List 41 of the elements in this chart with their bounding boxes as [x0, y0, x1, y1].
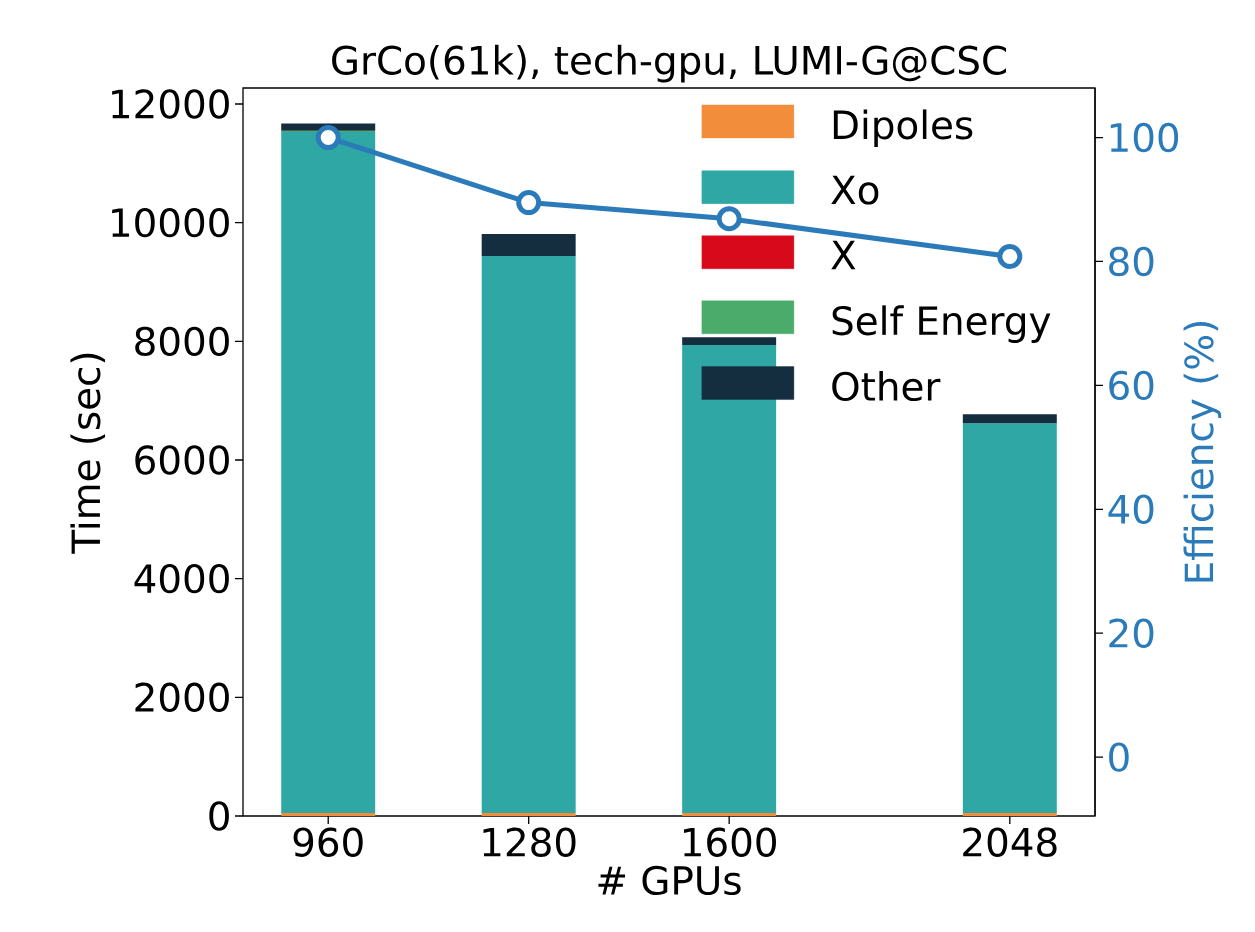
bar	[281, 131, 376, 814]
bar	[481, 255, 576, 814]
chart-title: GrCo(61k), tech-gpu, LUMI-G@CSC	[332, 44, 1007, 83]
legend-label: Dipoles	[833, 109, 973, 148]
y2-tick-label: 0	[1109, 742, 1129, 772]
y2-tick-label: 60	[1109, 370, 1154, 401]
y-tick-label: 2000	[135, 682, 229, 713]
y-tick-label: 8000	[135, 326, 229, 357]
point	[315, 125, 341, 151]
x-tick-label: 2048	[963, 827, 1057, 857]
bar	[682, 344, 777, 814]
y-tick-label: 12000	[112, 89, 229, 119]
y2-tick-label: 80	[1109, 246, 1154, 277]
x-tick-label: 960	[293, 827, 363, 857]
legend-label: Other	[832, 371, 941, 402]
y-tick-label: 6000	[135, 445, 229, 475]
point	[716, 206, 742, 232]
bar	[962, 414, 1057, 424]
y-tick-label: 0	[209, 801, 229, 831]
bar	[682, 813, 777, 816]
x-tick-label: 1280	[483, 827, 576, 857]
y2-tick-label: 40	[1108, 494, 1154, 524]
bar	[481, 233, 576, 256]
bar	[281, 813, 376, 816]
y-tick-label: 10000	[112, 207, 229, 238]
bar	[682, 337, 777, 345]
y2-tick-label: 100	[1110, 122, 1179, 153]
y2-tick-label: 20	[1109, 618, 1154, 648]
legend-label: X	[831, 240, 856, 270]
x-tick-label: 1600	[683, 827, 776, 857]
bar	[962, 423, 1057, 814]
point	[516, 190, 542, 216]
legend-label: Xo	[831, 175, 879, 205]
y-tick-label: 4000	[134, 563, 229, 594]
y2-axis-title: Efficiency (%)	[1183, 321, 1222, 582]
y-axis-title: Time (sec)	[70, 353, 106, 554]
bar	[481, 813, 576, 816]
legend-label: Self Energy	[832, 305, 1051, 343]
bar	[962, 813, 1057, 816]
point	[997, 244, 1023, 270]
x-axis-title: # GPUs	[598, 865, 741, 896]
